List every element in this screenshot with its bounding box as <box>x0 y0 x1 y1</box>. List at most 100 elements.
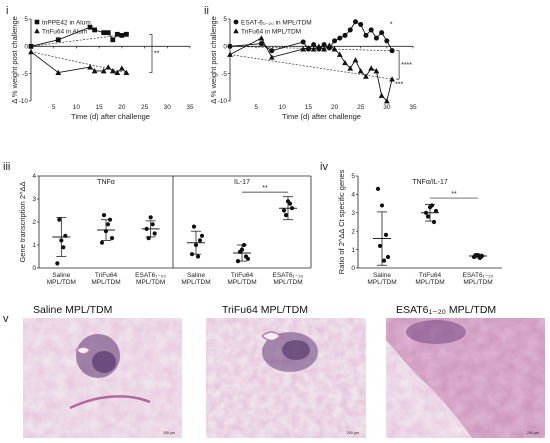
y-tick-label: 0 <box>32 265 36 272</box>
il17-chart: IL-17SalineMPL/TDMTriFu64MPL/TDMESAT6₁₋₂… <box>173 175 312 286</box>
data-point <box>268 54 275 60</box>
data-point <box>59 238 64 243</box>
y-tick-label: 1 <box>32 242 36 249</box>
y-tick-label: 3 <box>32 196 36 203</box>
data-point <box>63 233 68 238</box>
y-tick-label: 3 <box>351 210 355 217</box>
data-point <box>383 98 390 104</box>
data-point <box>423 210 429 215</box>
significance-bracket <box>396 50 400 80</box>
y-tick-label: 4 <box>32 173 36 180</box>
y-tick-label: 2 <box>351 228 355 235</box>
category-label: MPL/TDM <box>47 279 76 286</box>
x-tick-label: 15 <box>305 104 313 111</box>
data-point <box>55 261 60 266</box>
x-tick-label: 35 <box>186 104 194 111</box>
histology-title-saline: Saline MPL/TDM <box>33 304 112 316</box>
data-point <box>379 30 385 36</box>
x-tick-label: 25 <box>141 104 149 111</box>
significance-label: ** <box>451 191 457 198</box>
y-axis-label: Ratio of 2^ΔΔ Ct specific genes <box>337 170 346 275</box>
data-point <box>227 51 233 57</box>
data-point <box>385 254 391 260</box>
data-point <box>281 208 287 213</box>
panel-title: TNFα/IL-17 <box>412 179 448 186</box>
data-point <box>389 76 395 82</box>
x-tick-label: 20 <box>118 104 126 111</box>
data-point <box>61 245 66 250</box>
data-point <box>342 32 348 38</box>
category-label: TriFu64 <box>231 272 254 279</box>
granuloma-core <box>282 340 310 360</box>
data-point <box>316 43 322 49</box>
dense-inflammation <box>406 320 466 344</box>
category-label: MPL/TDM <box>91 279 120 286</box>
data-point <box>383 232 389 237</box>
data-point <box>99 240 105 245</box>
data-point <box>321 46 327 52</box>
panel-label-v: v <box>3 313 9 325</box>
data-point <box>326 42 333 48</box>
histology-title-trifu64: TriFu64 MPL/TDM <box>222 304 308 316</box>
inflammation-texture <box>386 318 545 438</box>
data-point <box>109 68 116 74</box>
data-point <box>347 27 353 33</box>
data-point <box>311 42 317 48</box>
data-point <box>377 243 383 249</box>
data-point <box>227 43 233 49</box>
data-point <box>347 65 354 71</box>
data-point <box>28 43 34 49</box>
data-point <box>105 222 111 227</box>
data-point <box>189 252 195 257</box>
data-point <box>269 48 275 54</box>
data-point <box>332 38 338 44</box>
panel-title: IL-17 <box>234 179 250 186</box>
data-point <box>148 215 153 220</box>
weight-chart-ii: -10 -5 0 5 5 10 15 20 25 30 35 Time (d) after chall… <box>209 16 417 121</box>
data-point <box>237 249 243 254</box>
data-point <box>57 217 62 222</box>
x-tick-label: 35 <box>409 104 417 111</box>
significance-bracket <box>149 33 153 73</box>
category-label: Saline <box>187 272 205 279</box>
legend-marker <box>34 28 40 34</box>
category-label: MPL/TDM <box>273 279 302 286</box>
data-point <box>92 27 97 33</box>
y-tick-label: 2 <box>32 219 36 226</box>
data-point <box>28 48 34 55</box>
data-point <box>337 35 343 41</box>
data-point <box>358 21 364 27</box>
data-point <box>118 65 125 71</box>
y-tick-label: -5 <box>22 71 28 78</box>
data-point <box>103 229 109 234</box>
category-label: TriFu64 <box>419 272 442 279</box>
data-point <box>191 224 197 229</box>
x-tick-label: 15 <box>96 104 104 111</box>
y-axis-label: Δ % weight post challenge <box>209 16 218 104</box>
scale-bar-label-esat6: 200 µm <box>527 431 539 435</box>
data-point <box>87 24 93 30</box>
x-tick-label: 5 <box>254 104 258 111</box>
panel-label-i: i <box>6 5 8 17</box>
data-point <box>305 45 312 51</box>
data-point <box>87 64 93 70</box>
vessel <box>75 346 91 355</box>
data-point <box>124 31 129 37</box>
data-point <box>258 35 265 41</box>
legend-label: TriFu64 in Alum <box>42 28 87 35</box>
data-point <box>363 73 369 79</box>
data-point <box>300 39 306 45</box>
data-point <box>105 64 112 70</box>
data-point <box>119 33 125 38</box>
legend-label: TriFu64 in MPL/TDM <box>241 28 301 35</box>
y-tick-label: -10 <box>19 98 29 105</box>
x-tick-label: 5 <box>52 104 56 111</box>
x-tick-label: 10 <box>279 104 287 111</box>
data-point <box>425 214 431 219</box>
y-tick-label: 1 <box>351 247 355 254</box>
panel-title: TNFα <box>97 179 115 186</box>
data-point <box>381 258 387 263</box>
data-point <box>144 226 149 231</box>
x-tick-label: 30 <box>164 104 172 111</box>
